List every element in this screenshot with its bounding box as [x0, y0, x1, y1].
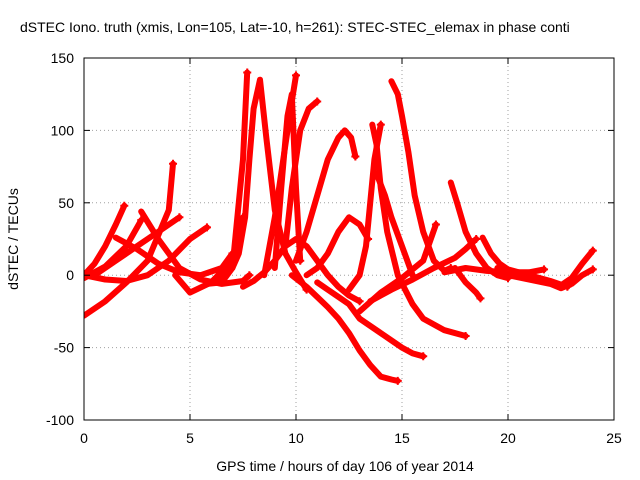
series-end-marker: [292, 71, 300, 80]
series-end-marker: [175, 213, 184, 222]
x-tick-label: 20: [500, 430, 516, 446]
series-end-marker: [313, 97, 322, 106]
series-end-marker: [169, 159, 178, 168]
x-tick-label: 15: [394, 430, 410, 446]
axis-ticks: 0 5 10 15 20 25 -100 -50 0 50 100 150: [46, 50, 622, 446]
series-end-marker: [431, 220, 440, 229]
y-tick-label: -100: [46, 412, 74, 428]
series-line-sat-x: [367, 236, 480, 305]
series-line-sat-m: [271, 91, 304, 271]
series-end-marker: [351, 152, 360, 161]
series-end-marker: [355, 297, 364, 306]
series-line-sat-g: [138, 208, 253, 287]
series-line-sat-d: [84, 224, 210, 284]
series-line-sat-c: [84, 160, 176, 319]
x-tick-label: 5: [186, 430, 194, 446]
series-line-sat-o: [288, 272, 401, 384]
series-end-marker: [476, 294, 485, 303]
series-end-marker: [588, 265, 597, 274]
series-line-sat-u: [373, 170, 416, 279]
series-end-marker: [376, 120, 385, 129]
y-tick-label: 50: [58, 195, 74, 211]
plot-frame: [83, 57, 615, 421]
series-end-marker: [588, 246, 597, 255]
x-tick-label: 25: [606, 430, 622, 446]
y-tick-label: -50: [54, 340, 74, 356]
x-tick-label: 10: [288, 430, 304, 446]
series-end-marker: [540, 265, 549, 274]
series-line-sat-y: [447, 179, 511, 282]
series-end-marker: [461, 332, 470, 341]
x-axis-label: GPS time / hours of day 106 of year 2014: [216, 458, 474, 474]
series-line-sat-p: [293, 127, 359, 264]
series-line-sat-t: [369, 121, 469, 339]
series-line-sat-r: [314, 279, 427, 360]
series-line-sat-a: [84, 202, 128, 279]
series-line-sat-j: [204, 69, 251, 287]
series-end-marker: [472, 235, 481, 243]
series-line-sat-n: [282, 98, 321, 250]
series-group: [84, 68, 597, 385]
grid: [84, 58, 614, 420]
series-end-marker: [419, 352, 428, 361]
series-line-sat-z: [452, 265, 484, 302]
series-end-marker: [202, 223, 211, 232]
y-tick-label: 0: [66, 267, 74, 283]
x-tick-label: 0: [80, 430, 88, 446]
series-line-sat-ad: [505, 266, 596, 292]
chart-title: dSTEC Iono. truth (xmis, Lon=105, Lat=-1…: [20, 19, 570, 35]
series-end-marker: [120, 201, 129, 210]
y-tick-label: 100: [51, 122, 75, 138]
y-axis-label: dSTEC / TECUs: [5, 188, 21, 290]
series-line-sat-q: [303, 214, 372, 279]
series-end-marker: [243, 68, 252, 77]
y-tick-label: 150: [51, 50, 75, 66]
series-line-sat-ab: [441, 265, 547, 276]
series-end-marker: [245, 271, 254, 280]
series-end-marker: [393, 376, 402, 385]
